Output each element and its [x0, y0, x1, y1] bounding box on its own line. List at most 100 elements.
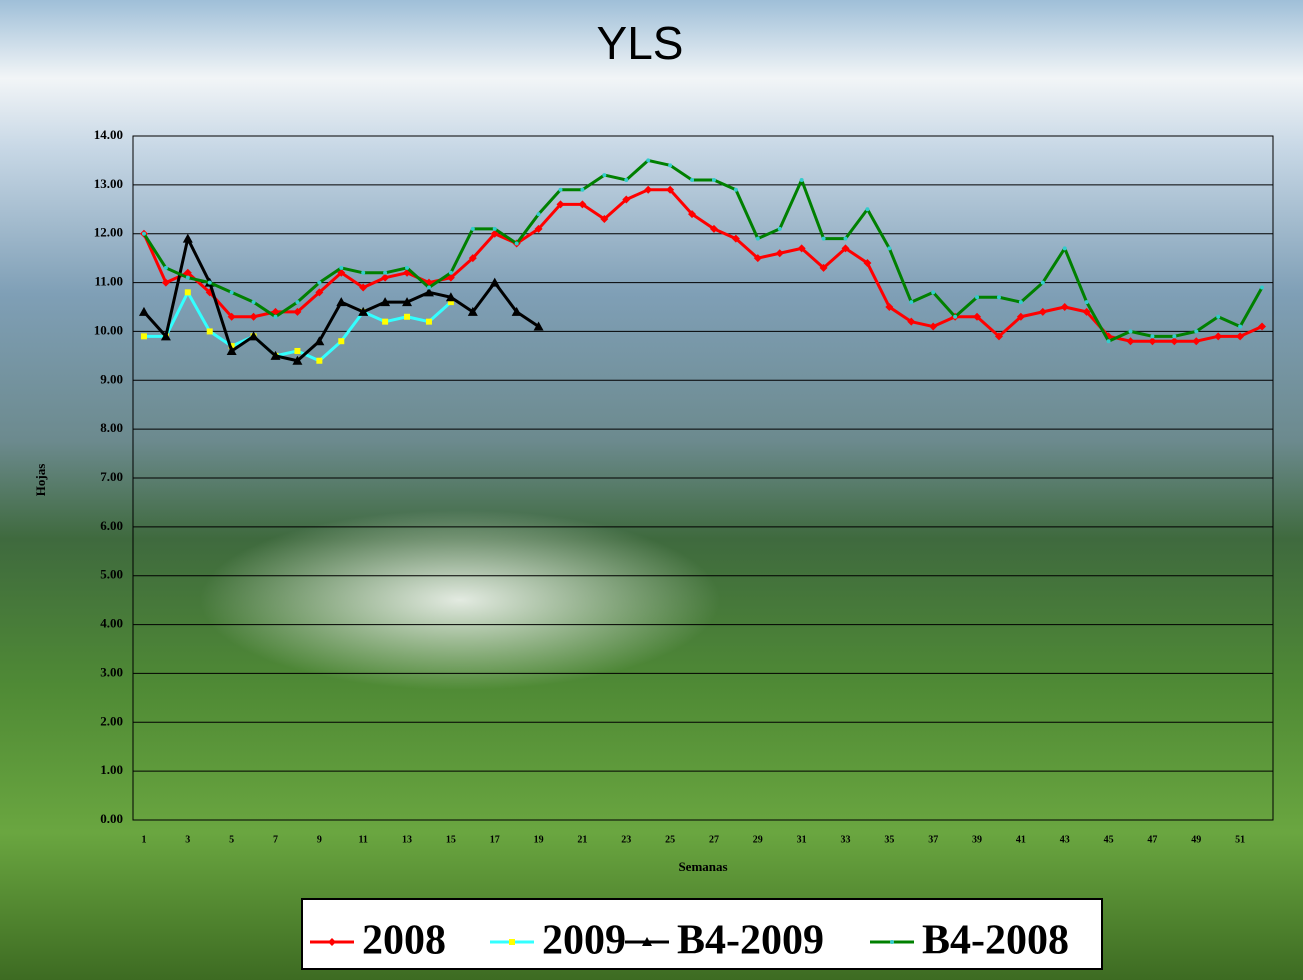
- chart-title: YLS: [597, 17, 684, 69]
- marker: [602, 173, 606, 177]
- y-tick-label: 2.00: [100, 713, 123, 728]
- x-tick-label: 43: [1060, 834, 1070, 845]
- marker: [800, 178, 804, 182]
- y-tick-label: 5.00: [100, 567, 123, 582]
- marker: [383, 271, 387, 275]
- legend-label: B4-2009: [677, 918, 824, 964]
- x-tick-label: 49: [1191, 834, 1201, 845]
- x-tick-label: 23: [621, 834, 631, 845]
- marker: [1063, 246, 1067, 250]
- marker: [778, 227, 782, 231]
- marker: [844, 237, 848, 241]
- marker: [382, 319, 388, 325]
- x-tick-label: 5: [229, 834, 234, 845]
- x-tick-label: 33: [841, 834, 851, 845]
- marker: [230, 290, 234, 294]
- y-tick-label: 0.00: [100, 811, 123, 826]
- marker: [1129, 329, 1133, 333]
- marker: [537, 212, 541, 216]
- marker: [405, 266, 409, 270]
- y-tick-label: 10.00: [94, 322, 123, 337]
- marker: [427, 285, 431, 289]
- x-tick-label: 39: [972, 834, 982, 845]
- marker: [1194, 329, 1198, 333]
- marker: [426, 319, 432, 325]
- marker: [316, 358, 322, 364]
- marker: [1019, 300, 1023, 304]
- x-tick-label: 45: [1104, 834, 1114, 845]
- marker: [208, 281, 212, 285]
- marker: [317, 281, 321, 285]
- marker: [1172, 334, 1176, 338]
- marker: [252, 300, 256, 304]
- marker: [559, 188, 563, 192]
- x-axis-label: Semanas: [678, 859, 727, 874]
- marker: [361, 271, 365, 275]
- marker: [295, 300, 299, 304]
- marker: [887, 246, 891, 250]
- marker: [185, 289, 191, 295]
- marker: [646, 158, 650, 162]
- marker: [931, 290, 935, 294]
- x-tick-label: 15: [446, 834, 456, 845]
- marker: [624, 178, 628, 182]
- y-tick-label: 4.00: [100, 616, 123, 631]
- marker: [975, 295, 979, 299]
- marker: [186, 276, 190, 280]
- marker: [756, 237, 760, 241]
- marker: [515, 241, 519, 245]
- y-tick-label: 12.00: [94, 225, 123, 240]
- y-tick-label: 8.00: [100, 420, 123, 435]
- legend-label: 2009: [542, 918, 626, 964]
- y-tick-label: 7.00: [100, 469, 123, 484]
- background: [0, 0, 1303, 980]
- marker: [690, 178, 694, 182]
- marker: [141, 333, 147, 339]
- x-tick-label: 9: [317, 834, 322, 845]
- marker: [274, 315, 278, 319]
- marker: [822, 237, 826, 241]
- y-tick-label: 1.00: [100, 762, 123, 777]
- marker: [471, 227, 475, 231]
- marker: [164, 266, 168, 270]
- x-tick-label: 35: [884, 834, 894, 845]
- marker: [207, 328, 213, 334]
- marker: [449, 271, 453, 275]
- x-tick-label: 29: [753, 834, 763, 845]
- y-tick-label: 11.00: [94, 274, 123, 289]
- marker: [1260, 285, 1264, 289]
- marker: [339, 266, 343, 270]
- marker: [712, 178, 716, 182]
- marker: [338, 338, 344, 344]
- x-tick-label: 7: [273, 834, 278, 845]
- marker: [1085, 300, 1089, 304]
- marker: [142, 232, 146, 236]
- x-tick-label: 27: [709, 834, 719, 845]
- x-tick-label: 47: [1147, 834, 1157, 845]
- marker: [734, 188, 738, 192]
- x-tick-label: 31: [797, 834, 807, 845]
- x-tick-label: 51: [1235, 834, 1245, 845]
- x-tick-label: 21: [577, 834, 587, 845]
- x-tick-label: 13: [402, 834, 412, 845]
- marker: [404, 314, 410, 320]
- x-tick-label: 11: [358, 834, 367, 845]
- spray: [200, 510, 720, 690]
- marker: [580, 188, 584, 192]
- legend-label: 2008: [362, 918, 446, 964]
- x-tick-label: 41: [1016, 834, 1026, 845]
- x-tick-label: 19: [534, 834, 544, 845]
- y-tick-label: 14.00: [94, 127, 123, 142]
- marker: [1107, 339, 1111, 343]
- marker: [493, 227, 497, 231]
- chart: YLS Semanas Hojas 0.00 1.00 2.00 3.00 4.00 5.…: [0, 0, 1303, 980]
- marker: [953, 315, 957, 319]
- marker: [865, 207, 869, 211]
- x-tick-label: 25: [665, 834, 675, 845]
- x-tick-label: 3: [185, 834, 190, 845]
- marker: [1150, 334, 1154, 338]
- marker: [909, 300, 913, 304]
- y-tick-label: 6.00: [100, 518, 123, 533]
- y-axis-label: Hojas: [33, 464, 48, 497]
- y-tick-label: 3.00: [100, 664, 123, 679]
